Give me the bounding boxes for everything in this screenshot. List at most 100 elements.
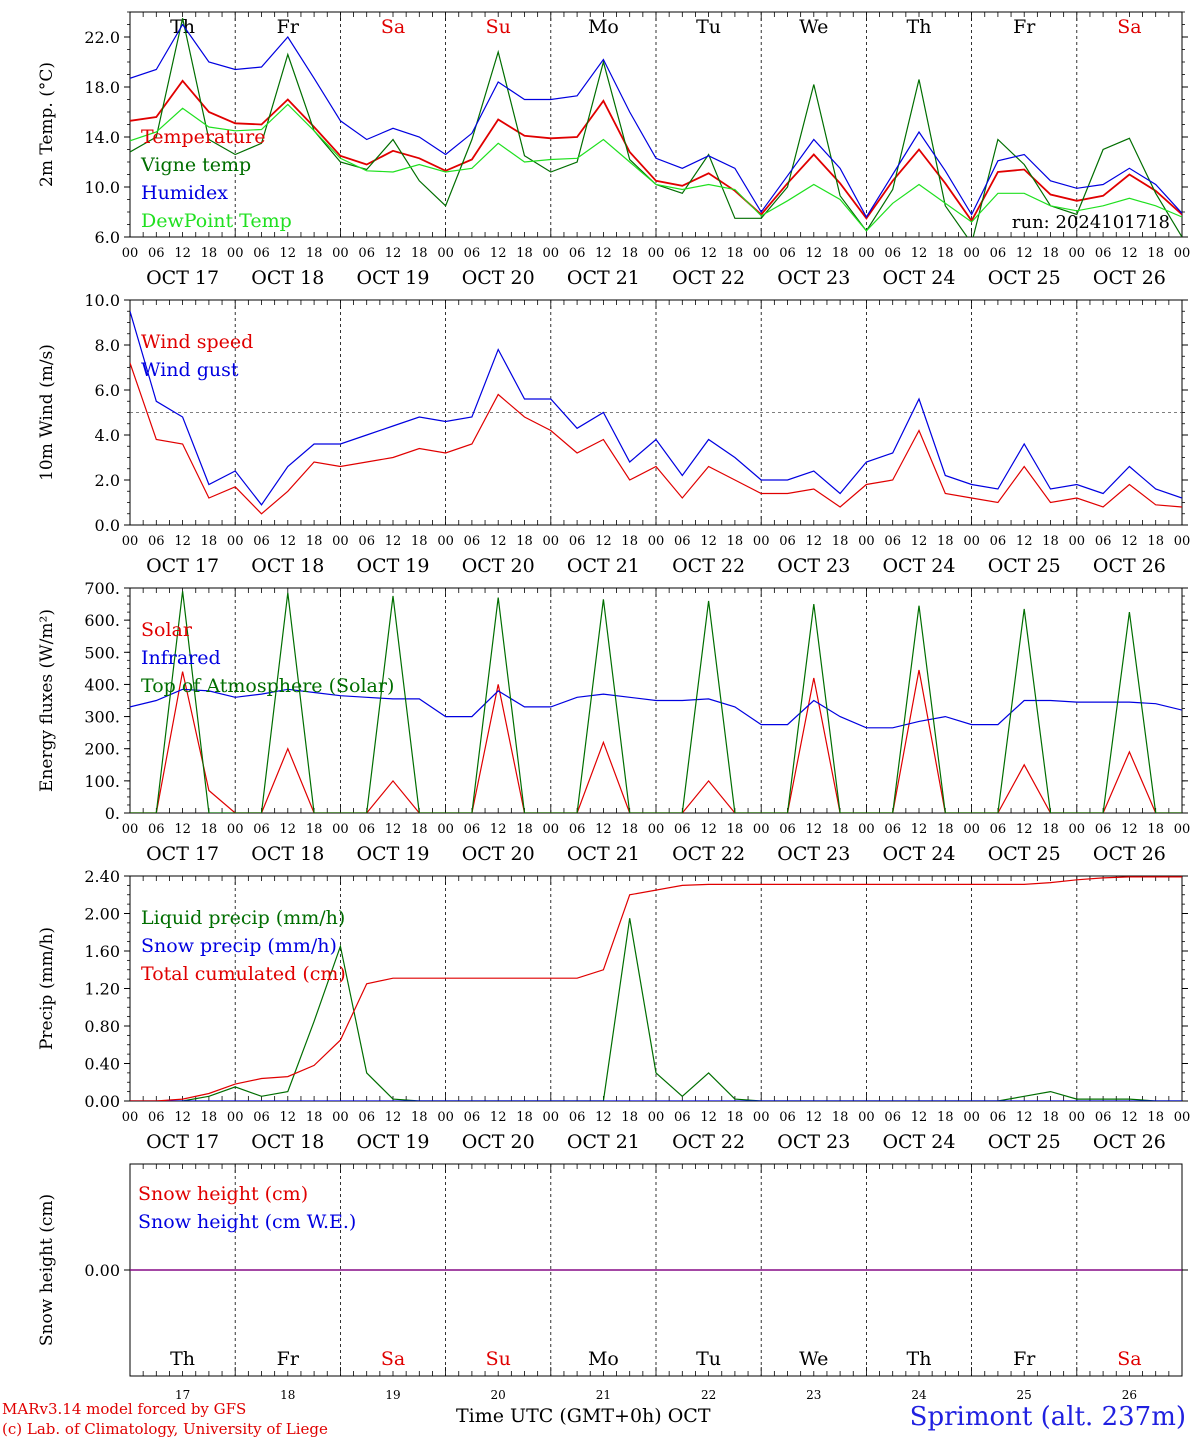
- y-tick-label: 1.20: [84, 980, 120, 999]
- hour-tick-label: 00: [122, 822, 139, 837]
- hour-tick-label: 12: [174, 822, 191, 837]
- hour-tick-label: 06: [464, 534, 481, 549]
- legend-entry: Solar: [141, 619, 193, 641]
- hour-tick-label: 00: [648, 534, 665, 549]
- day-of-week-label: Fr: [277, 16, 300, 38]
- day-number-label: 20: [491, 1388, 506, 1402]
- series-line: [130, 362, 1182, 515]
- hour-tick-label: 00: [1069, 1110, 1086, 1125]
- legend-entry: Snow height (cm): [138, 1183, 308, 1205]
- y-axis-label: Precip (mm/h): [37, 927, 57, 1050]
- hour-tick-label: 18: [937, 1110, 954, 1125]
- hour-tick-label: 06: [779, 1110, 796, 1125]
- date-label: OCT 17: [146, 555, 219, 577]
- legend-entry: Top of Atmosphere (Solar): [141, 675, 394, 697]
- y-tick-label: 6.0: [95, 381, 120, 400]
- hour-tick-label: 06: [1095, 1110, 1112, 1125]
- hour-tick-label: 06: [253, 822, 270, 837]
- hour-tick-label: 18: [832, 246, 849, 261]
- hour-tick-label: 12: [700, 822, 717, 837]
- hour-tick-label: 06: [1095, 822, 1112, 837]
- hour-tick-label: 00: [227, 534, 244, 549]
- hour-tick-label: 12: [490, 534, 507, 549]
- series-line: [130, 591, 1182, 813]
- y-tick-label: 4.0: [95, 426, 120, 445]
- y-tick-label: 2.0: [95, 471, 120, 490]
- hour-tick-label: 12: [911, 246, 928, 261]
- y-tick-label: 10.0: [84, 178, 120, 197]
- legend-entry: Infrared: [141, 647, 221, 669]
- hour-tick-label: 00: [858, 246, 875, 261]
- hour-tick-label: 00: [227, 1110, 244, 1125]
- hour-tick-label: 00: [648, 822, 665, 837]
- date-label: OCT 19: [356, 843, 429, 865]
- hour-tick-label: 18: [727, 1110, 744, 1125]
- hour-tick-label: 12: [1121, 534, 1138, 549]
- hour-tick-label: 12: [490, 822, 507, 837]
- hour-tick-label: 00: [1174, 246, 1191, 261]
- hour-tick-label: 12: [595, 822, 612, 837]
- hour-tick-label: 12: [1016, 822, 1033, 837]
- hour-tick-label: 00: [332, 822, 349, 837]
- date-label: OCT 26: [1093, 843, 1166, 865]
- hour-tick-label: 18: [621, 1110, 638, 1125]
- y-tick-label: 14.0: [84, 128, 120, 147]
- day-of-week-label: Sa: [1117, 16, 1141, 38]
- hour-tick-label: 18: [1147, 246, 1164, 261]
- hour-tick-label: 12: [280, 822, 297, 837]
- hour-tick-label: 12: [595, 1110, 612, 1125]
- hour-tick-label: 06: [358, 822, 375, 837]
- date-label: OCT 17: [146, 1131, 219, 1153]
- series-line: [130, 103, 1182, 232]
- hour-tick-label: 18: [832, 822, 849, 837]
- hour-tick-label: 18: [1042, 1110, 1059, 1125]
- hour-tick-label: 00: [543, 246, 560, 261]
- hour-tick-label: 12: [595, 534, 612, 549]
- hour-tick-label: 00: [753, 534, 770, 549]
- hour-tick-label: 12: [1016, 246, 1033, 261]
- y-tick-label: 500.: [84, 643, 120, 662]
- y-tick-label: 200.: [84, 740, 120, 759]
- day-of-week-label: Sa: [381, 16, 405, 38]
- y-tick-label: 18.0: [84, 78, 120, 97]
- date-label: OCT 24: [882, 555, 955, 577]
- date-label: OCT 21: [567, 1131, 640, 1153]
- hour-tick-label: 06: [358, 534, 375, 549]
- y-axis-label: Energy fluxes (W/m²): [37, 609, 57, 792]
- hour-tick-label: 12: [490, 246, 507, 261]
- hour-tick-label: 12: [1016, 534, 1033, 549]
- hour-tick-label: 06: [990, 822, 1007, 837]
- station-name: Sprimont (alt. 237m): [909, 1402, 1186, 1432]
- hour-tick-label: 06: [674, 534, 691, 549]
- date-label: OCT 26: [1093, 267, 1166, 289]
- hour-tick-label: 06: [1095, 534, 1112, 549]
- date-label: OCT 26: [1093, 555, 1166, 577]
- hour-tick-label: 00: [1069, 534, 1086, 549]
- date-label: OCT 18: [251, 843, 324, 865]
- hour-tick-label: 06: [884, 822, 901, 837]
- hour-tick-label: 00: [543, 1110, 560, 1125]
- hour-tick-label: 18: [201, 822, 218, 837]
- hour-tick-label: 06: [253, 246, 270, 261]
- hour-tick-label: 18: [621, 246, 638, 261]
- date-label: OCT 22: [672, 267, 745, 289]
- series-line: [130, 688, 1182, 729]
- legend-entry: Temperature: [141, 126, 265, 148]
- day-of-week-label: Mo: [588, 1348, 619, 1370]
- hour-tick-label: 00: [543, 822, 560, 837]
- hour-tick-label: 00: [437, 246, 454, 261]
- hour-tick-label: 12: [595, 246, 612, 261]
- credit-lab: (c) Lab. of Climatology, University of L…: [2, 1420, 328, 1438]
- hour-tick-label: 12: [1121, 246, 1138, 261]
- hour-tick-label: 18: [832, 534, 849, 549]
- hour-tick-label: 00: [437, 534, 454, 549]
- y-tick-label: 300.: [84, 708, 120, 727]
- day-number-label: 23: [806, 1388, 821, 1402]
- date-label: OCT 19: [356, 267, 429, 289]
- plot-frame: [129, 11, 1183, 238]
- hour-tick-label: 06: [990, 246, 1007, 261]
- panel-4: 0.00 0.40 0.80 1.20 1.60 2.00 2.40 Precip (mm/h…: [37, 867, 1190, 1153]
- hour-tick-label: 12: [806, 1110, 823, 1125]
- date-label: OCT 24: [882, 843, 955, 865]
